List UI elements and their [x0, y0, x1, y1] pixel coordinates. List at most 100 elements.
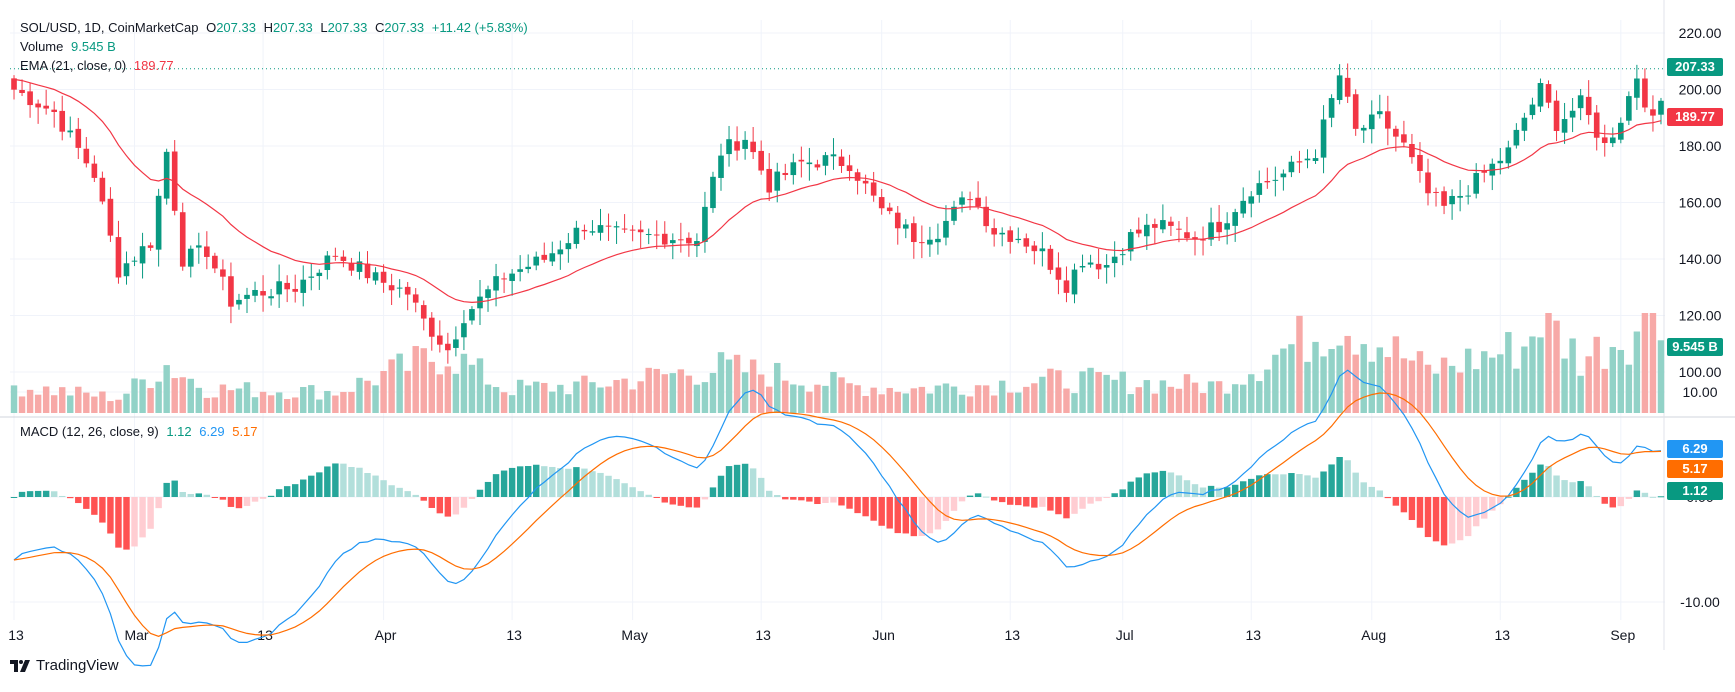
candle-body	[1087, 262, 1094, 265]
volume-bar	[1063, 388, 1070, 413]
candle-body	[1095, 263, 1102, 270]
candle	[1376, 94, 1383, 119]
candle	[179, 202, 186, 271]
candle	[276, 264, 282, 308]
macd-hist-bar	[974, 493, 982, 497]
macd-hist-bar	[1071, 497, 1078, 514]
candle-body	[1650, 109, 1656, 116]
volume-bar	[291, 397, 299, 413]
volume-bar	[1368, 361, 1375, 413]
candle-body	[1224, 223, 1230, 230]
candle-body	[1039, 248, 1046, 252]
candle-body	[669, 240, 676, 244]
macd-hist-bar	[677, 497, 685, 506]
y-tick-label: 120.00	[1679, 308, 1722, 324]
candle	[1417, 142, 1423, 183]
volume-tag: 9.545 B	[1667, 338, 1723, 356]
candle-body	[1521, 117, 1528, 131]
macd-hist-bar	[878, 497, 885, 526]
candle-body	[911, 223, 917, 243]
candle	[1601, 124, 1608, 157]
candle	[838, 149, 845, 173]
candle-body	[581, 229, 588, 232]
macd-hist-bar	[1649, 496, 1657, 498]
macd-signal-value: 5.17	[232, 424, 258, 439]
macd-hist-bar	[854, 497, 861, 514]
candle-body	[661, 233, 668, 245]
candle-body	[935, 238, 941, 243]
volume-bar	[958, 394, 966, 413]
volume-bar	[476, 358, 484, 413]
volume-bar	[822, 385, 829, 413]
macd-hist-bar	[1288, 473, 1295, 497]
candle	[975, 181, 981, 210]
macd-hist-bar	[1577, 481, 1584, 497]
candle-body	[1481, 170, 1488, 173]
macd-hist-bar	[605, 475, 612, 497]
candle	[1200, 226, 1206, 256]
macd-hist-bar	[902, 497, 910, 534]
volume-bar	[1609, 347, 1616, 413]
macd-hist-bar	[581, 468, 588, 497]
candle-body	[557, 249, 564, 255]
macd-hist-bar	[259, 497, 267, 499]
candle	[1642, 68, 1648, 113]
candle	[782, 163, 789, 181]
volume-bar	[1167, 386, 1175, 413]
volume-bar	[621, 378, 628, 413]
candle	[1047, 245, 1054, 275]
volume-bar	[420, 348, 427, 413]
price-legend: SOL/USD, 1D, CoinMarketCap O207.33 H207.…	[20, 20, 532, 35]
macd-hist-bar	[516, 466, 524, 497]
candle	[75, 117, 82, 160]
candle	[501, 272, 507, 294]
candle	[123, 251, 130, 285]
candle	[951, 200, 957, 226]
candle-body	[27, 91, 33, 106]
volume-bar	[1231, 384, 1239, 413]
tradingview-footer[interactable]: TradingView	[10, 657, 119, 674]
y-tick-label: 100.00	[1679, 364, 1722, 380]
macd-hist-bar	[1047, 497, 1054, 511]
hist-tag: 1.12	[1667, 482, 1723, 500]
candle-body	[445, 343, 451, 351]
candle-body	[870, 182, 877, 196]
macd-hist-bar	[324, 466, 331, 497]
macd-hist-bar	[404, 491, 411, 497]
candle	[1095, 248, 1102, 279]
volume-bar	[1183, 374, 1191, 413]
volume-bar	[50, 395, 58, 413]
candle-body	[1184, 232, 1190, 239]
candle-body	[1561, 119, 1568, 133]
macd-hist-bar	[420, 497, 427, 501]
candle	[147, 242, 154, 251]
candle-body	[35, 103, 41, 108]
volume-bar	[1553, 320, 1560, 413]
candle-body	[83, 148, 90, 164]
ema-line	[13, 78, 1662, 304]
change-value: +11.42 (+5.83%)	[431, 20, 528, 35]
candle	[846, 154, 853, 181]
candle-body	[1272, 179, 1279, 181]
volume-bar	[1489, 357, 1496, 413]
candle-body	[91, 163, 98, 178]
candle-body	[260, 291, 266, 296]
candle-body	[766, 168, 773, 193]
candle	[1031, 241, 1038, 265]
candle-body	[1457, 195, 1463, 198]
macd-hist-bar	[862, 497, 869, 517]
candle-body	[1505, 147, 1512, 164]
volume-bar	[1199, 393, 1207, 413]
candle	[894, 206, 901, 245]
candle-body	[1609, 137, 1616, 144]
candle-body	[1336, 75, 1343, 101]
high-value: 207.33	[272, 20, 313, 35]
candle	[1127, 229, 1134, 261]
volume-bar	[1464, 348, 1472, 413]
macd-hist-bar	[661, 497, 668, 503]
volume-bar	[324, 390, 331, 413]
volume-bar	[669, 373, 677, 413]
x-tick-label: 13	[1004, 627, 1020, 643]
